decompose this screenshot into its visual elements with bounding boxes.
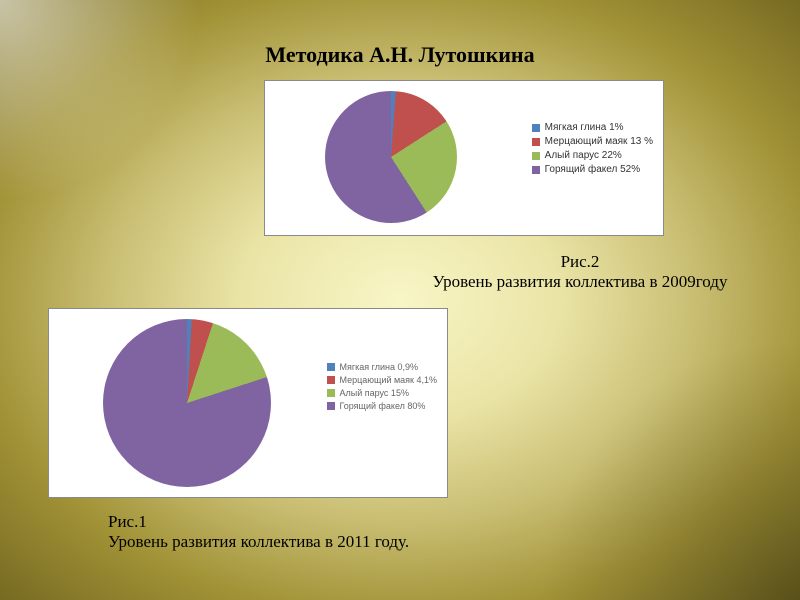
legend-label: Мерцающий маяк 4,1% xyxy=(340,375,438,385)
legend-swatch xyxy=(327,389,335,397)
chart-2009-caption: Рис.2 Уровень развития коллектива в 2009… xyxy=(430,252,730,293)
chart-2009-panel: Мягкая глина 1% Мерцающий маяк 13 % Алый п… xyxy=(264,80,664,236)
chart-2011-panel: Мягкая глина 0,9% Мерцающий маяк 4,1% Алый… xyxy=(48,308,448,498)
legend-swatch xyxy=(532,138,540,146)
legend-item: Мерцающий маяк 4,1% xyxy=(327,375,438,385)
chart-2011-pie xyxy=(103,319,271,487)
slide-title: Методика А.Н. Лутошкина xyxy=(0,42,800,68)
legend-item: Мягкая глина 1% xyxy=(532,122,653,133)
chart-2009-caption-line2: Уровень развития коллектива в 2009году xyxy=(430,272,730,292)
legend-label: Алый парус 15% xyxy=(340,388,409,398)
chart-2011-caption-line2: Уровень развития коллектива в 2011 году. xyxy=(108,532,468,552)
chart-2011-caption-line1: Рис.1 xyxy=(108,512,468,532)
legend-label: Горящий факел 52% xyxy=(545,164,640,175)
legend-swatch xyxy=(532,124,540,132)
legend-item: Алый парус 22% xyxy=(532,150,653,161)
legend-swatch xyxy=(327,363,335,371)
legend-label: Мерцающий маяк 13 % xyxy=(545,136,653,147)
chart-2009-pie xyxy=(325,91,457,223)
legend-item: Горящий факел 52% xyxy=(532,164,653,175)
legend-swatch xyxy=(532,152,540,160)
legend-item: Мягкая глина 0,9% xyxy=(327,362,438,372)
legend-label: Алый парус 22% xyxy=(545,150,622,161)
chart-2011-caption: Рис.1 Уровень развития коллектива в 2011… xyxy=(108,512,468,553)
legend-swatch xyxy=(327,402,335,410)
slide-stage: Методика А.Н. Лутошкина Мягкая глина 1%М… xyxy=(0,0,800,600)
legend-label: Мягкая глина 1% xyxy=(545,122,624,133)
legend-item: Мерцающий маяк 13 % xyxy=(532,136,653,147)
chart-2009-legend: Мягкая глина 1% Мерцающий маяк 13 % Алый п… xyxy=(532,119,653,178)
legend-item: Алый парус 15% xyxy=(327,388,438,398)
legend-item: Горящий факел 80% xyxy=(327,401,438,411)
legend-swatch xyxy=(327,376,335,384)
chart-2009-caption-line1: Рис.2 xyxy=(430,252,730,272)
legend-label: Горящий факел 80% xyxy=(340,401,426,411)
chart-2011-legend: Мягкая глина 0,9% Мерцающий маяк 4,1% Алый… xyxy=(327,359,438,414)
legend-label: Мягкая глина 0,9% xyxy=(340,362,419,372)
legend-swatch xyxy=(532,166,540,174)
